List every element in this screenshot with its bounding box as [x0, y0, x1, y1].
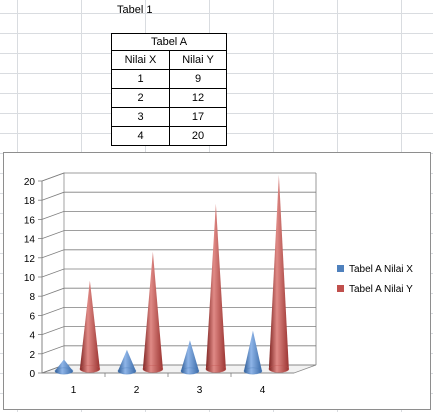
- legend-item-x[interactable]: Tabel A Nilai X: [337, 263, 429, 277]
- x-tick-label: 4: [260, 385, 266, 396]
- table-cell[interactable]: 9: [169, 69, 227, 89]
- y-tick-label: 8: [29, 292, 35, 303]
- table-row: 4 20: [111, 126, 227, 146]
- gridline: [41, 211, 316, 220]
- cone-base: [79, 365, 101, 373]
- gridline: [41, 191, 316, 201]
- gridline: [41, 287, 316, 297]
- legend-swatch-y: [337, 284, 344, 292]
- x-tick-label: 3: [197, 385, 203, 396]
- data-table: Tabel A Nilai X Nilai Y 1 9 2 12 3 17 4 …: [111, 33, 227, 146]
- gridline: [41, 172, 316, 182]
- y-tick-label: 2: [29, 350, 35, 361]
- y-tick-label: 10: [24, 273, 36, 284]
- x-tick-label: 1: [71, 385, 77, 396]
- table-cell[interactable]: 1: [111, 69, 170, 89]
- legend-swatch-x: [337, 264, 344, 272]
- y-tick-label: 20: [24, 177, 36, 188]
- legend-item-y[interactable]: Tabel A Nilai Y: [337, 283, 429, 297]
- sheet-title-cell[interactable]: Tabel 1: [117, 4, 153, 16]
- gridline: [41, 249, 316, 259]
- cone-base: [117, 367, 137, 375]
- table-cell[interactable]: 17: [169, 107, 227, 127]
- cone-base: [54, 367, 74, 375]
- table-cell[interactable]: 20: [169, 126, 227, 146]
- gridline: [41, 345, 316, 355]
- cone-nilai-x: [54, 359, 73, 375]
- y-tick-label: 6: [29, 311, 35, 322]
- cone-nilai-x: [180, 340, 199, 375]
- y-tick-label: 16: [24, 215, 36, 226]
- x-tick-label: 2: [134, 385, 140, 396]
- table-cell[interactable]: 12: [169, 88, 227, 108]
- gridline: [41, 268, 316, 278]
- cone-nilai-y: [205, 203, 226, 373]
- y-tick-label: 12: [24, 254, 36, 265]
- cone-base: [142, 365, 164, 373]
- gridline: [41, 306, 316, 316]
- cone-chart[interactable]: 0 2 4 6 8 10 12 14 16 18 20 1 2 3 4 Tabel A Nilai X Ta…: [3, 152, 431, 410]
- table-row: 3 17: [111, 107, 227, 127]
- chart-legend[interactable]: Tabel A Nilai X Tabel A Nilai Y: [337, 263, 429, 303]
- y-tick-label: 0: [29, 369, 35, 380]
- cone-base: [180, 367, 200, 375]
- table-cell[interactable]: 2: [111, 88, 170, 108]
- table-caption[interactable]: Tabel A: [111, 33, 227, 51]
- table-cell[interactable]: 4: [111, 126, 170, 146]
- cone-base: [205, 365, 227, 373]
- table-row: 2 12: [111, 88, 227, 108]
- header-nilai-y[interactable]: Nilai Y: [169, 50, 227, 70]
- cone-nilai-y: [142, 251, 163, 373]
- y-tick-label: 4: [29, 331, 35, 342]
- gridline: [41, 326, 316, 335]
- header-nilai-x[interactable]: Nilai X: [111, 50, 170, 70]
- y-tick-label: 14: [24, 235, 36, 246]
- cone-nilai-y: [79, 280, 100, 373]
- y-tick-label: 18: [24, 196, 36, 207]
- gridline: [41, 230, 316, 239]
- cone-base: [268, 365, 290, 373]
- cone-nilai-y: [268, 175, 289, 373]
- table-cell[interactable]: 3: [111, 107, 170, 127]
- legend-label-x: Tabel A Nilai X: [349, 264, 413, 275]
- legend-label-y: Tabel A Nilai Y: [349, 284, 413, 295]
- cone-base: [243, 367, 263, 375]
- cone-nilai-x: [243, 330, 262, 375]
- table-row: 1 9: [111, 69, 227, 89]
